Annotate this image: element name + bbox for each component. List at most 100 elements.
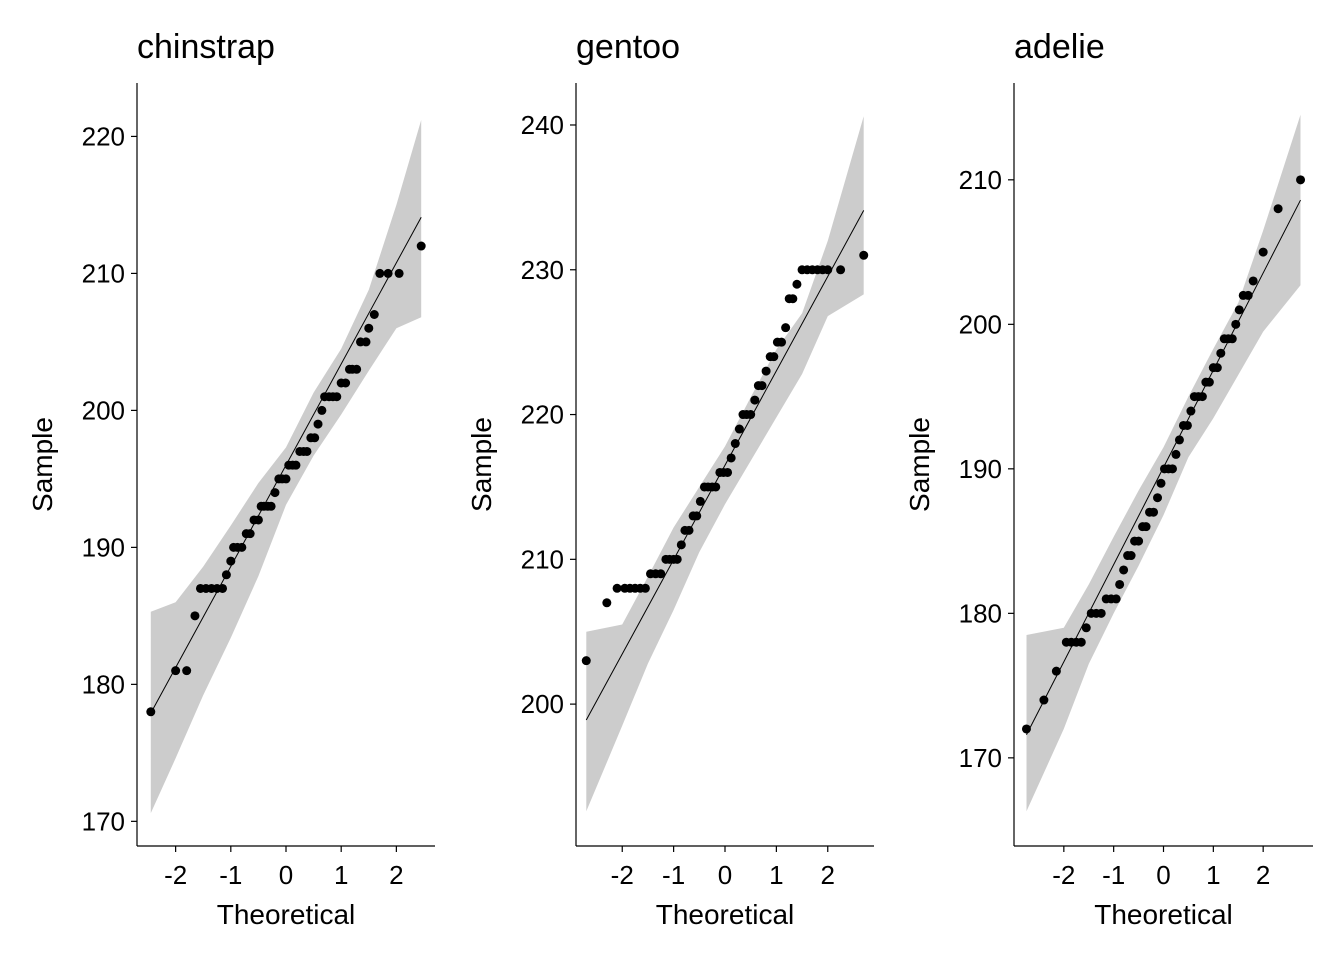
- data-point: [1051, 666, 1061, 676]
- data-point: [416, 241, 426, 251]
- x-axis-title: Theoretical: [656, 899, 795, 930]
- data-point: [146, 707, 156, 717]
- data-point: [281, 474, 291, 484]
- data-point: [1156, 478, 1166, 488]
- data-point: [1096, 608, 1106, 618]
- data-point: [823, 265, 833, 275]
- confidence-band: [586, 116, 864, 812]
- data-point: [253, 515, 263, 525]
- data-point: [394, 268, 404, 278]
- data-point: [1141, 522, 1151, 532]
- data-point: [383, 268, 393, 278]
- x-tick-label: 0: [1156, 860, 1170, 890]
- data-point: [711, 482, 721, 492]
- data-point: [218, 583, 228, 593]
- data-point: [1273, 204, 1283, 214]
- x-tick-label: 0: [279, 860, 293, 890]
- data-point: [684, 525, 694, 535]
- data-point: [221, 570, 231, 580]
- panel-title: gentoo: [576, 28, 680, 66]
- x-tick-label: 2: [1256, 860, 1270, 890]
- data-point: [777, 337, 787, 347]
- y-tick-label: 210: [521, 544, 564, 574]
- y-axis-title: Sample: [27, 417, 58, 512]
- data-point: [1174, 435, 1184, 445]
- data-point: [792, 279, 802, 289]
- panel-title: chinstrap: [137, 28, 275, 66]
- x-tick-label: 1: [334, 860, 348, 890]
- data-point: [182, 666, 192, 676]
- y-tick-label: 210: [959, 165, 1002, 195]
- data-point: [761, 366, 771, 376]
- data-point: [750, 395, 760, 405]
- y-tick-label: 180: [959, 598, 1002, 628]
- x-tick-label: -1: [219, 860, 242, 890]
- data-point: [1227, 334, 1237, 344]
- x-tick-label: 0: [718, 860, 732, 890]
- data-point: [581, 656, 591, 666]
- data-point: [612, 583, 622, 593]
- data-point: [341, 378, 351, 388]
- data-point: [1115, 579, 1125, 589]
- data-point: [313, 419, 323, 429]
- data-point: [190, 611, 200, 621]
- y-tick-label: 200: [521, 689, 564, 719]
- data-point: [692, 511, 702, 521]
- data-point: [672, 554, 682, 564]
- data-point: [1296, 175, 1306, 185]
- data-point: [640, 583, 650, 593]
- x-tick-label: -2: [164, 860, 187, 890]
- data-point: [1234, 305, 1244, 315]
- data-point: [1248, 276, 1258, 286]
- confidence-band: [1026, 114, 1301, 812]
- y-tick-label: 190: [959, 454, 1002, 484]
- data-point: [1243, 290, 1253, 300]
- y-tick-label: 220: [521, 400, 564, 430]
- panel-chinstrap: 170 180 190 200 210 220 -2 -1 0 1 2 Theoretical Samp…: [27, 28, 435, 930]
- y-tick-label: 190: [82, 532, 125, 562]
- data-point: [317, 405, 327, 415]
- y-tick-label: 170: [959, 743, 1002, 773]
- data-point: [1153, 493, 1163, 503]
- y-tick-label: 200: [959, 309, 1002, 339]
- x-tick-label: 2: [821, 860, 835, 890]
- data-point: [237, 542, 247, 552]
- data-point: [1076, 637, 1086, 647]
- y-tick-label: 200: [82, 395, 125, 425]
- y-tick-label: 170: [82, 806, 125, 836]
- panel-gentoo: 200 210 220 230 240 -2 -1 0 1 2 Theoretical Sample g…: [466, 28, 874, 930]
- data-point: [1212, 363, 1222, 373]
- panel-adelie: 170 180 190 200 210 -2 -1 0 1 2 Theoretical Sample a…: [904, 28, 1313, 930]
- data-point: [1021, 724, 1031, 734]
- data-point: [676, 540, 686, 550]
- x-axis-title: Theoretical: [217, 899, 356, 930]
- data-point: [757, 381, 767, 391]
- data-point: [1231, 319, 1241, 329]
- data-point: [310, 433, 320, 443]
- data-point: [1186, 406, 1196, 416]
- x-tick-label: 1: [1206, 860, 1220, 890]
- x-tick-label: -2: [611, 860, 634, 890]
- data-point: [245, 529, 255, 539]
- data-point: [1216, 348, 1226, 358]
- data-point: [302, 446, 312, 456]
- data-point: [332, 392, 342, 402]
- data-point: [171, 666, 181, 676]
- data-point: [1204, 377, 1214, 387]
- data-point: [602, 598, 612, 608]
- y-axis-title: Sample: [466, 417, 497, 512]
- data-point: [769, 352, 779, 362]
- data-point: [375, 268, 385, 278]
- data-point: [734, 424, 744, 434]
- y-tick-label: 230: [521, 255, 564, 285]
- data-point: [1111, 594, 1121, 604]
- data-point: [1119, 565, 1129, 575]
- data-point: [656, 569, 666, 579]
- reference-line: [585, 210, 865, 721]
- data-point: [1039, 695, 1049, 705]
- data-point: [266, 501, 276, 511]
- x-tick-label: 1: [769, 860, 783, 890]
- data-point: [788, 294, 798, 304]
